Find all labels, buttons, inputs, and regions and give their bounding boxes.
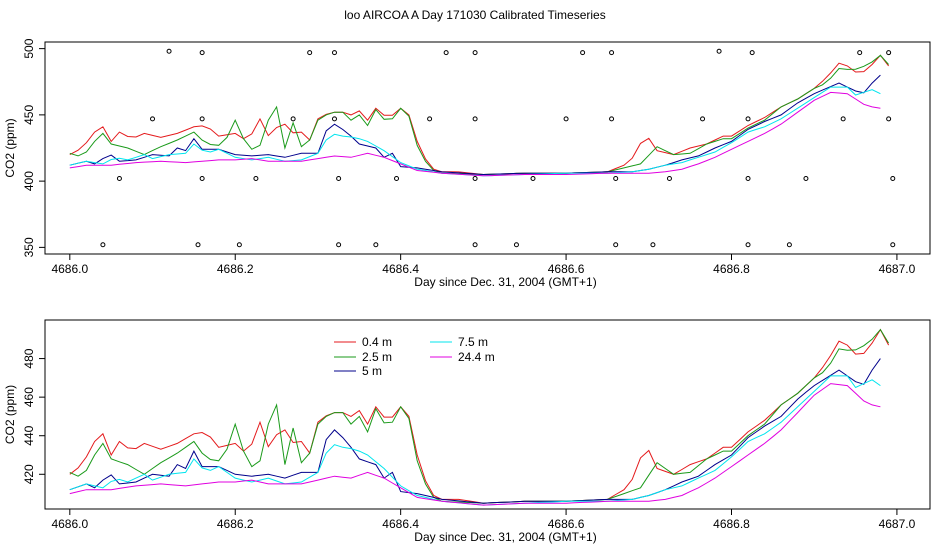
legend-label-s75: 7.5 m: [458, 335, 488, 349]
y-tick-label: 460: [22, 387, 36, 407]
data-point: [745, 175, 751, 181]
data-point: [803, 175, 809, 181]
data-point: [472, 50, 478, 56]
data-point: [613, 175, 619, 181]
y-tick-label: 440: [22, 425, 36, 445]
x-tick-label: 4686.6: [548, 262, 585, 276]
data-point: [472, 175, 478, 181]
data-point: [427, 116, 433, 122]
series-line-s244: [69, 91, 881, 177]
data-point: [290, 116, 296, 122]
y-tick-label: 450: [22, 105, 36, 125]
series-line-s5: [69, 358, 881, 504]
y-tick-label: 420: [22, 464, 36, 484]
data-point: [749, 50, 755, 56]
plot-frame: [44, 319, 931, 510]
data-point: [336, 175, 342, 181]
data-point: [563, 116, 569, 122]
x-tick-label: 4686.2: [217, 262, 254, 276]
series-line-s75: [69, 375, 881, 506]
data-point: [166, 48, 172, 54]
x-axis-label: Day since Dec. 31, 2004 (GMT+1): [414, 275, 596, 289]
y-axis-label: CO2 (ppm): [3, 385, 17, 444]
legend-label-s25: 2.5 m: [362, 350, 392, 364]
data-point: [199, 116, 205, 122]
data-point: [336, 242, 342, 248]
data-point: [150, 116, 156, 122]
series-line-s25: [69, 54, 889, 176]
x-tick-label: 4687.0: [879, 517, 916, 531]
series-group: [69, 328, 890, 506]
data-point: [199, 175, 205, 181]
y-tick-label: 400: [22, 171, 36, 191]
x-tick-label: 4687.0: [879, 262, 916, 276]
data-point: [650, 242, 656, 248]
data-point: [116, 175, 122, 181]
data-point: [394, 175, 400, 181]
series-line-s04: [69, 54, 889, 176]
legend-label-s244: 24.4 m: [458, 350, 495, 364]
data-point: [890, 242, 896, 248]
data-point: [530, 175, 536, 181]
x-tick-label: 4686.0: [51, 517, 88, 531]
data-point: [745, 242, 751, 248]
data-point: [513, 242, 519, 248]
y-tick-label: 500: [22, 38, 36, 58]
data-point: [857, 50, 863, 56]
legend-label-s5: 5 m: [362, 364, 382, 378]
x-tick-label: 4686.2: [217, 517, 254, 531]
data-point: [373, 242, 379, 248]
data-point: [745, 116, 751, 122]
data-point: [609, 50, 615, 56]
data-point: [716, 48, 722, 54]
data-point: [890, 175, 896, 181]
data-point: [886, 50, 892, 56]
data-point: [236, 242, 242, 248]
data-point: [331, 116, 337, 122]
data-point: [472, 242, 478, 248]
data-point: [580, 50, 586, 56]
data-point: [472, 116, 478, 122]
data-point: [199, 50, 205, 56]
data-point: [613, 242, 619, 248]
x-tick-label: 4686.4: [382, 262, 419, 276]
data-point: [100, 242, 106, 248]
series-line-s244: [69, 383, 881, 506]
data-point: [195, 242, 201, 248]
x-tick-label: 4686.8: [713, 517, 750, 531]
data-point: [609, 116, 615, 122]
data-point: [786, 242, 792, 248]
x-tick-label: 4686.8: [713, 262, 750, 276]
x-tick-label: 4686.0: [51, 262, 88, 276]
x-axis-label: Day since Dec. 31, 2004 (GMT+1): [414, 530, 596, 544]
y-tick-label: 480: [22, 348, 36, 368]
data-point: [840, 116, 846, 122]
data-point: [666, 175, 672, 181]
data-point: [307, 50, 313, 56]
y-tick-label: 350: [22, 237, 36, 257]
data-point: [443, 50, 449, 56]
data-point: [331, 50, 337, 56]
series-line-s5: [69, 74, 881, 176]
x-tick-label: 4686.6: [548, 517, 585, 531]
series-group: [69, 48, 896, 248]
plot-frame: [44, 41, 931, 255]
page-title: loo AIRCOA A Day 171030 Calibrated Times…: [344, 8, 606, 22]
x-tick-label: 4686.4: [382, 517, 419, 531]
data-point: [700, 116, 706, 122]
data-point: [886, 116, 892, 122]
y-axis-label: CO2 (ppm): [3, 118, 17, 177]
data-point: [253, 175, 259, 181]
legend-label-s04: 0.4 m: [362, 335, 392, 349]
